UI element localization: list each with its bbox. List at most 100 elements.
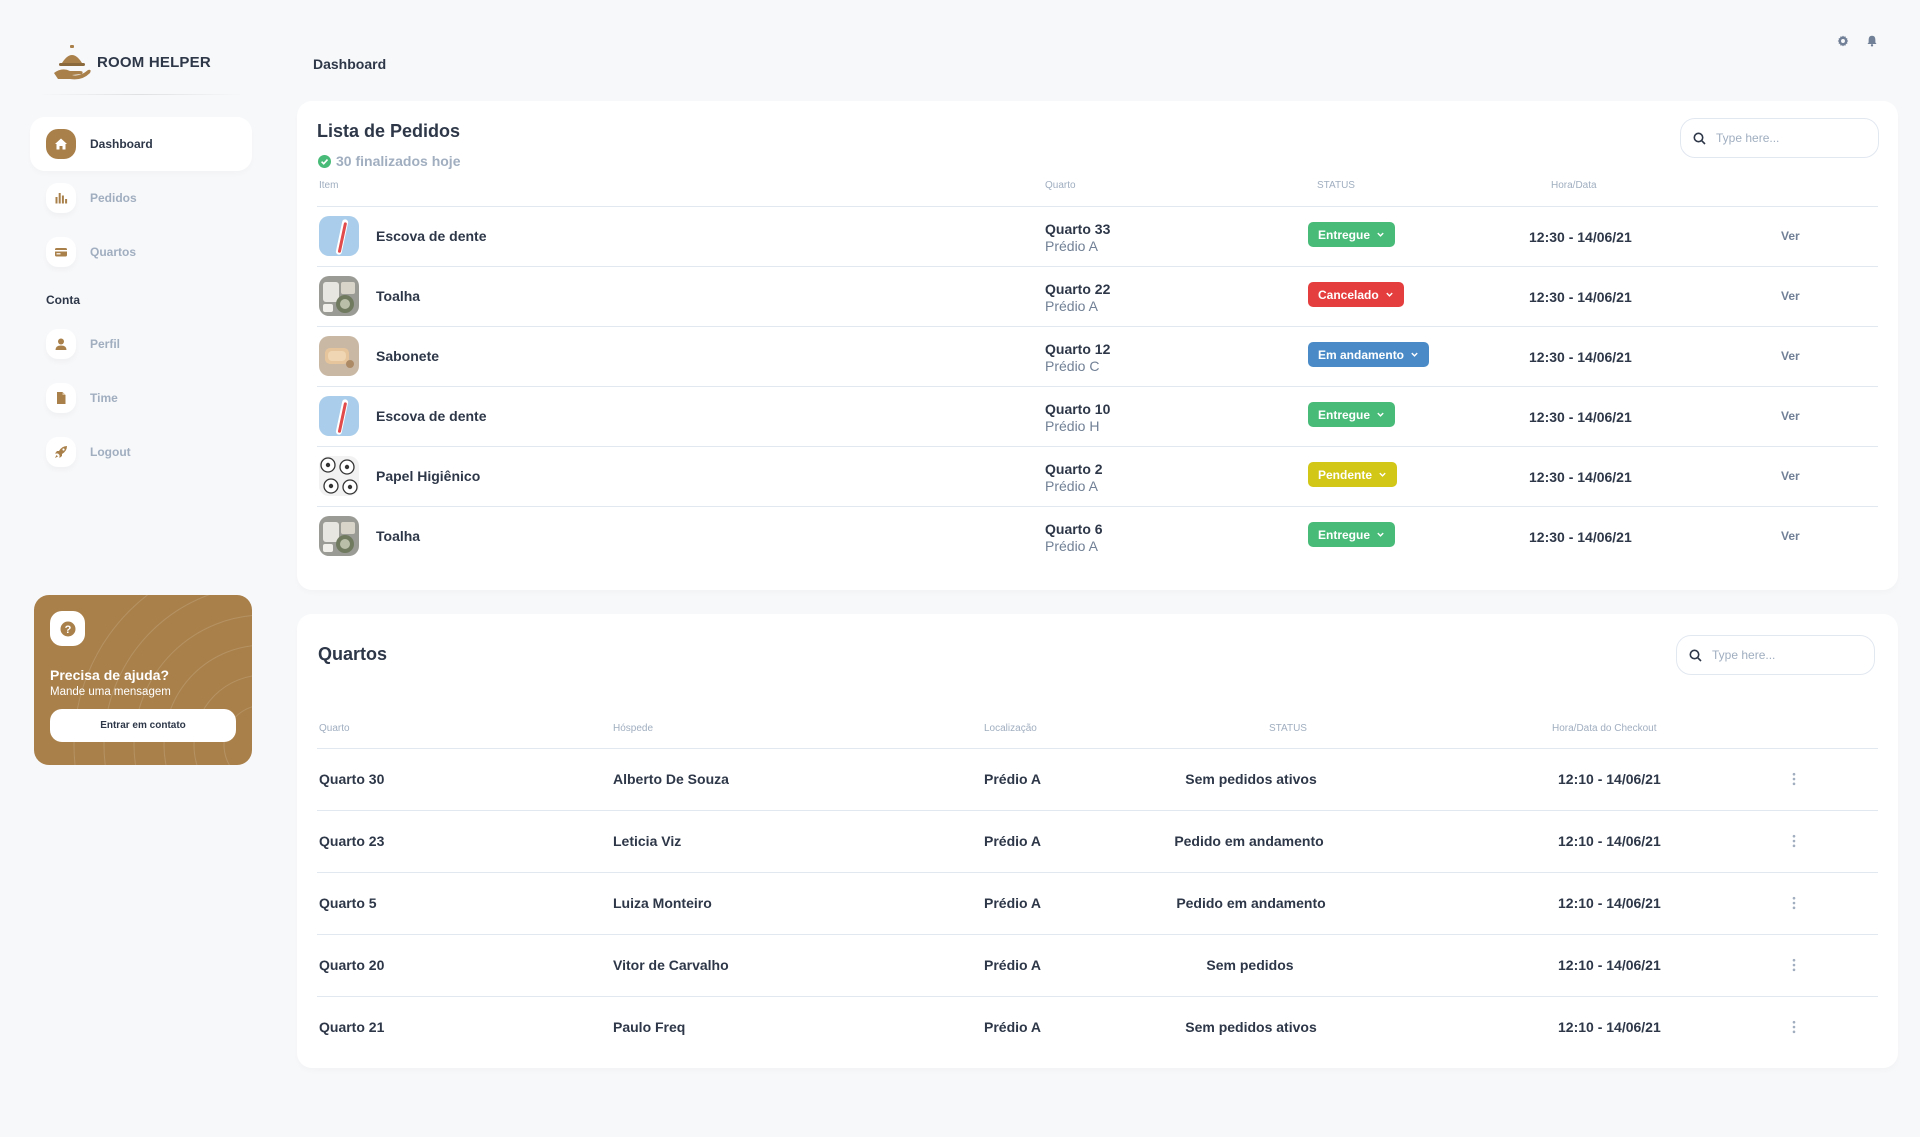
sidebar-item-label: Logout <box>90 445 131 459</box>
chevron-down-icon <box>1377 232 1384 237</box>
room-number: Quarto 6 <box>1045 521 1103 537</box>
orders-search-input[interactable] <box>1716 131 1866 145</box>
chart-icon <box>46 183 76 213</box>
room-building: Prédio A <box>1045 478 1098 494</box>
status-dropdown[interactable]: Cancelado <box>1308 282 1404 307</box>
item-name: Escova de dente <box>376 228 487 244</box>
item-name: Sabonete <box>376 348 440 364</box>
more-options-icon[interactable] <box>1788 832 1800 850</box>
status-dropdown[interactable]: Entregue <box>1308 222 1396 247</box>
sidebar-item-label: Quartos <box>90 245 137 259</box>
rooms-card: Quartos Quarto Hóspede Localização STATU… <box>297 614 1898 1068</box>
checkout-datetime: 12:10 - 14/06/21 <box>1558 1019 1661 1035</box>
status-dropdown[interactable]: Entregue <box>1308 522 1396 547</box>
table-row: Quarto 20 Vitor de Carvalho Prédio A Sem pe… <box>297 934 1898 996</box>
toilet-paper-thumbnail <box>319 456 359 496</box>
room-helper-logo-icon <box>54 45 91 80</box>
status-label: Em andamento <box>1318 347 1405 362</box>
bell-icon[interactable] <box>1864 33 1880 49</box>
view-order-link[interactable]: Ver <box>1781 349 1800 363</box>
more-options-icon[interactable] <box>1788 894 1800 912</box>
contact-button[interactable]: Entrar em contato <box>50 709 236 742</box>
toothbrush-thumbnail <box>319 216 359 256</box>
sidebar-item-dashboard[interactable]: Dashboard <box>30 117 252 171</box>
table-divider <box>317 206 1878 207</box>
view-order-link[interactable]: Ver <box>1781 469 1800 483</box>
row-divider <box>317 266 1878 267</box>
sidebar-item-logout[interactable]: Logout <box>30 425 252 479</box>
page-title: Dashboard <box>313 56 387 72</box>
help-card: ? Precisa de ajuda? Mande uma mensagem E… <box>34 595 252 765</box>
help-subtitle: Mande uma mensagem <box>50 686 171 698</box>
item-name: Escova de dente <box>376 408 487 424</box>
room-building: Prédio A <box>1045 298 1098 314</box>
view-order-link[interactable]: Ver <box>1781 529 1800 543</box>
room-number: Quarto 21 <box>319 1019 385 1035</box>
sidebar-item-label: Perfil <box>90 337 121 351</box>
view-order-link[interactable]: Ver <box>1781 229 1800 243</box>
room-status: Sem pedidos ativos <box>1185 1019 1317 1035</box>
table-row: Quarto 23 Leticia Viz Prédio A Pedido em an… <box>297 810 1898 872</box>
status-dropdown[interactable]: Entregue <box>1308 402 1396 427</box>
more-options-icon[interactable] <box>1788 770 1800 788</box>
table-row: Toalha Quarto 6 Prédio A Entregue 12:30 - 14… <box>297 506 1898 566</box>
more-options-icon[interactable] <box>1788 1018 1800 1036</box>
chevron-down-icon <box>1377 412 1384 417</box>
rooms-search[interactable] <box>1676 635 1875 675</box>
guest-name: Luiza Monteiro <box>613 895 712 911</box>
row-divider <box>317 872 1878 873</box>
sidebar-item-pedidos[interactable]: Pedidos <box>30 171 252 225</box>
sidebar-item-quartos[interactable]: Quartos <box>30 225 252 279</box>
sidebar-item-perfil[interactable]: Perfil <box>30 317 252 371</box>
room-location: Prédio A <box>984 771 1042 787</box>
room-building: Prédio H <box>1045 418 1100 434</box>
status-label: Entregue <box>1318 527 1371 542</box>
order-datetime: 12:30 - 14/06/21 <box>1529 469 1632 485</box>
table-row: Sabonete Quarto 12 Prédio C Em andamento 12:… <box>297 326 1898 386</box>
status-label: Entregue <box>1318 227 1371 242</box>
view-order-link[interactable]: Ver <box>1781 409 1800 423</box>
status-dropdown[interactable]: Em andamento <box>1308 342 1430 367</box>
sidebar-divider <box>38 94 244 95</box>
orders-card: Lista de Pedidos 30 finalizados hoje Ite… <box>297 101 1898 590</box>
rooms-title: Quartos <box>318 644 388 664</box>
chevron-down-icon <box>1411 352 1418 357</box>
sidebar-item-time[interactable]: Time <box>30 371 252 425</box>
table-row: Quarto 5 Luiza Monteiro Prédio A Pedido em … <box>297 872 1898 934</box>
chevron-down-icon <box>1379 472 1386 477</box>
table-row: Papel Higiênico Quarto 2 Prédio A Pendente 1… <box>297 446 1898 506</box>
room-number: Quarto 30 <box>319 771 385 787</box>
room-number: Quarto 12 <box>1045 341 1111 357</box>
view-order-link[interactable]: Ver <box>1781 289 1800 303</box>
document-icon <box>46 383 76 413</box>
rooms-search-input[interactable] <box>1712 648 1862 662</box>
room-location: Prédio A <box>984 833 1042 849</box>
room-status: Sem pedidos ativos <box>1185 771 1317 787</box>
table-row: Escova de dente Quarto 33 Prédio A Entregue… <box>297 206 1898 266</box>
soap-thumbnail <box>319 336 359 376</box>
logo[interactable]: ROOM HELPER <box>30 40 252 84</box>
room-status: Pedido em andamento <box>1176 895 1326 911</box>
room-number: Quarto 10 <box>1045 401 1111 417</box>
towel-thumbnail <box>319 516 359 556</box>
status-dropdown[interactable]: Pendente <box>1308 462 1398 487</box>
chevron-down-icon <box>1377 532 1384 537</box>
room-status: Sem pedidos <box>1206 957 1294 973</box>
table-row: Toalha Quarto 22 Prédio A Cancelado 12:30 - … <box>297 266 1898 326</box>
sidebar: ROOM HELPER Dashboard Pedidos Quartos <box>30 40 252 479</box>
orders-search[interactable] <box>1680 118 1879 158</box>
col-header-guest: Hóspede <box>613 723 654 734</box>
col-header-location: Localização <box>984 723 1037 734</box>
more-options-icon[interactable] <box>1788 956 1800 974</box>
help-icon: ? <box>50 611 85 646</box>
guest-name: Paulo Freq <box>613 1019 686 1035</box>
room-building: Prédio A <box>1045 538 1098 554</box>
col-header-room: Quarto <box>1045 180 1076 191</box>
sidebar-nav: Dashboard Pedidos Quartos Conta Perfil <box>30 117 252 479</box>
app-name: ROOM HELPER <box>97 53 211 71</box>
row-divider <box>317 326 1878 327</box>
item-name: Papel Higiênico <box>376 468 481 484</box>
settings-icon[interactable] <box>1835 33 1851 49</box>
status-label: Pendente <box>1318 467 1373 482</box>
search-icon <box>1693 132 1706 145</box>
